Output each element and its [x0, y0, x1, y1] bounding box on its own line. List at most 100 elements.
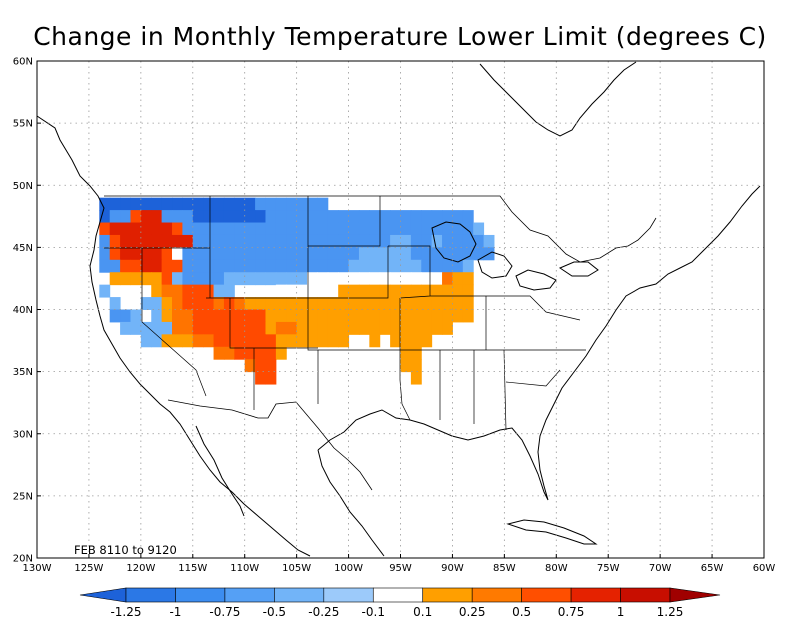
longitude-tick-label: 100W: [334, 563, 363, 574]
grid-cell: [130, 234, 142, 248]
grid-cell: [286, 297, 298, 310]
grid-cell: [192, 259, 204, 273]
grid-cell: [327, 272, 339, 286]
grid-cell: [400, 272, 412, 286]
grid-cell: [327, 222, 339, 236]
grid-cell: [203, 259, 215, 273]
grid-cell: [130, 247, 142, 261]
longitude-tick-label: 130W: [23, 563, 52, 574]
grid-cell: [348, 222, 360, 236]
grid-cell: [182, 234, 194, 248]
grid-cell: [161, 247, 173, 261]
grid-cell: [410, 259, 422, 273]
us-canada-border: [104, 195, 657, 263]
grid-cell: [151, 334, 163, 348]
grid-cell: [327, 321, 339, 335]
grid-cell: [327, 259, 339, 273]
latitude-tick-label: 55N: [13, 119, 33, 130]
grid-cell: [213, 284, 225, 298]
grid-cell: [275, 210, 287, 224]
grid-cell: [327, 334, 339, 348]
grid-cell: [358, 210, 370, 224]
grid-cell: [120, 309, 131, 323]
colorbar-swatch: [372, 587, 424, 603]
grid-cell: [172, 247, 183, 261]
grid-cell: [182, 272, 194, 286]
grid-cell: [421, 297, 433, 310]
grid-cell: [452, 210, 464, 224]
grid-cell: [431, 309, 443, 323]
grid-cell: [244, 247, 256, 261]
grid-cell: [151, 247, 163, 261]
grid-cell: [151, 297, 163, 310]
grid-cell: [400, 346, 412, 360]
north-america-coastline: [36, 115, 311, 557]
longitude-tick-label: 120W: [126, 563, 155, 574]
grid-cell: [265, 210, 277, 224]
grid-cell: [234, 234, 246, 248]
grid-cell: [390, 334, 401, 348]
grid-cell: [327, 297, 339, 310]
grid-cell: [244, 359, 256, 373]
grid-cell: [161, 210, 173, 224]
grid-cell: [140, 259, 152, 273]
grid-cell: [244, 197, 256, 211]
grid-cell: [151, 234, 163, 248]
grid-cell: [338, 272, 350, 286]
grid-cell: [286, 334, 298, 348]
grid-cell: [172, 272, 183, 286]
grid-cell: [317, 272, 329, 286]
grid-cell: [348, 321, 360, 335]
grid-cell: [223, 222, 235, 236]
grid-cell: [348, 297, 360, 310]
grid-cell: [307, 222, 318, 236]
grid-cell: [151, 222, 163, 236]
colorbar-tick-label: -0.25: [308, 605, 339, 618]
grid-cell: [431, 321, 443, 335]
grid-cell: [172, 284, 183, 298]
grid-cell: [192, 321, 204, 335]
grid-cell: [442, 272, 453, 286]
grid-cell: [442, 309, 453, 323]
grid-cell: [140, 197, 152, 211]
grid-cell: [182, 321, 194, 335]
grid-cell: [140, 334, 152, 348]
grid-cell: [161, 284, 173, 298]
grid-cell: [410, 210, 422, 224]
grid-cell: [390, 210, 401, 224]
grid-cell: [223, 210, 235, 224]
grid-cell: [213, 321, 225, 335]
grid-cell: [192, 247, 204, 261]
grid-cell: [390, 321, 401, 335]
grid-cell: [172, 259, 183, 273]
coastline-outlines: [36, 61, 761, 557]
grid-cell: [379, 247, 391, 261]
colorbar: -1.25 -1 -0.75 -0.5 -0.25 -0.1 0.1 0.25 0.5 0.75 1…: [79, 587, 721, 618]
grid-cell: [307, 234, 318, 248]
grid-cell: [203, 210, 215, 224]
colorbar-tick-label: 0.5: [512, 605, 531, 618]
grid-cell: [265, 334, 277, 348]
grid-cell: [379, 309, 391, 323]
grid-cell: [223, 334, 235, 348]
grid-cell: [410, 284, 422, 298]
longitude-tick-label: 125W: [74, 563, 103, 574]
us-mexico-border: [167, 399, 373, 491]
grid-cell: [462, 234, 474, 248]
grid-cell: [275, 197, 287, 211]
grid-cell: [120, 210, 131, 224]
grid-cell: [317, 334, 329, 348]
latitude-tick-label: 20N: [13, 554, 33, 565]
grid-cell: [307, 272, 318, 286]
grid-cell: [151, 210, 163, 224]
grid-cell: [234, 259, 246, 273]
grid-cell: [286, 197, 298, 211]
grid-cell: [151, 272, 163, 286]
grid-cell: [400, 297, 412, 310]
grid-cell: [223, 346, 235, 360]
grid-cell: [390, 259, 401, 273]
latitude-tick-label: 60N: [13, 57, 33, 68]
grid-cell: [109, 272, 121, 286]
colorbar-tick-label: 0.25: [459, 605, 486, 618]
